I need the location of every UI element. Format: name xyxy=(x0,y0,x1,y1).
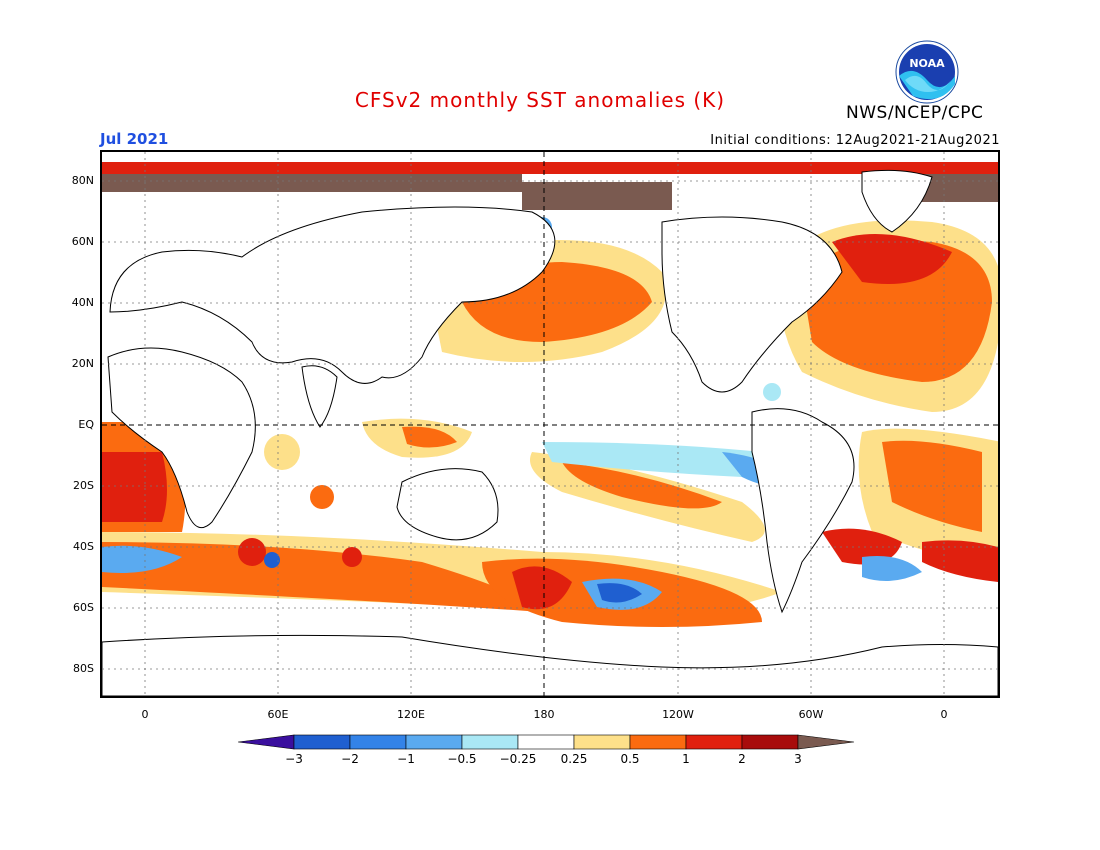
lon-label: 0 xyxy=(141,708,149,721)
colorbar-tick-label: 0.5 xyxy=(620,752,640,766)
colorbar-arrow-low xyxy=(238,734,295,750)
lon-label: 120E xyxy=(397,708,425,721)
colorbar-swatch xyxy=(461,734,519,750)
colorbar-swatch xyxy=(685,734,743,750)
lat-label: 40S xyxy=(73,540,94,553)
lon-label: 60E xyxy=(267,708,289,721)
lat-label: 40N xyxy=(71,296,94,309)
colorbar-swatch xyxy=(349,734,407,750)
lat-label: EQ xyxy=(78,418,94,431)
colorbar-arrow-high xyxy=(797,734,855,750)
colorbar-swatch xyxy=(293,734,351,750)
colorbar-tick-label: −0.25 xyxy=(499,752,537,766)
map-canvas xyxy=(102,152,998,696)
colorbar-tick-label: −2 xyxy=(341,752,359,766)
organization-label: NWS/NCEP/CPC xyxy=(846,103,984,123)
colorbar-tick-label: −0.5 xyxy=(447,752,477,766)
lat-label: 80N xyxy=(71,174,94,187)
reference-lines xyxy=(102,152,998,696)
lon-label: 180 xyxy=(533,708,555,721)
svg-text:NOAA: NOAA xyxy=(909,57,945,70)
continents xyxy=(102,169,998,696)
colorbar-swatch xyxy=(629,734,687,750)
lat-label: 80S xyxy=(73,662,94,675)
colorbar-tick-label: 2 xyxy=(738,752,746,766)
lat-label: 60N xyxy=(71,235,94,248)
lon-label: 60W xyxy=(798,708,824,721)
lat-label: 60S xyxy=(73,601,94,614)
graticule xyxy=(102,152,998,696)
lon-label: 120W xyxy=(662,708,694,721)
initial-conditions-label: Initial conditions: 12Aug2021-21Aug2021 xyxy=(710,133,1000,148)
sst-anomaly-map xyxy=(100,150,1000,698)
period-label: Jul 2021 xyxy=(100,130,169,148)
lat-label: 20N xyxy=(71,357,94,370)
lat-label: 20S xyxy=(73,479,94,492)
colorbar-swatch xyxy=(741,734,799,750)
colorbar-swatch xyxy=(573,734,631,750)
colorbar-tick-label: −3 xyxy=(285,752,303,766)
colorbar-swatch xyxy=(405,734,463,750)
colorbar-tick-label: −1 xyxy=(397,752,415,766)
anomaly-field-negative xyxy=(102,217,922,610)
colorbar-tick-label: 0.25 xyxy=(560,752,588,766)
colorbar-tick-label: 1 xyxy=(682,752,690,766)
map-title: CFSv2 monthly SST anomalies (K) xyxy=(354,88,726,112)
noaa-logo-icon: NOAA xyxy=(895,40,959,104)
colorbar-swatch xyxy=(517,734,575,750)
colorbar-tick-label: 3 xyxy=(794,752,802,766)
colorbar xyxy=(238,734,855,750)
lon-label: 0 xyxy=(940,708,948,721)
